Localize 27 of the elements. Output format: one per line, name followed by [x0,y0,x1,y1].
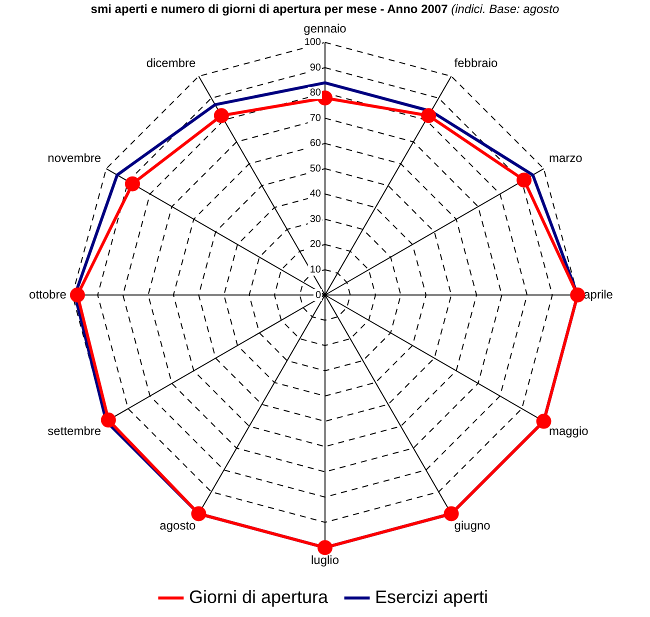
y-tick-label: 40 [310,188,322,200]
spoke-label: agosto [160,518,196,532]
y-tick-label: 60 [310,138,322,150]
spoke-label: ottobre [29,287,67,302]
chart-title: smi aperti e numero di giorni di apertura per mese - Anno 2007 [90,2,448,16]
y-tick-label: 90 [310,62,322,74]
spoke-label: novembre [48,150,102,165]
y-tick-label: 80 [310,88,322,99]
spoke-label: febbraio [454,56,498,70]
y-tick-label: 70 [310,112,322,124]
spoke-label: gennaio [304,22,347,36]
spoke-label: marzo [548,150,583,165]
y-tick-label: 30 [310,214,322,225]
spoke-label: giugno [454,518,491,532]
y-tick-label: 10 [310,264,322,276]
spoke-label: luglio [310,553,340,568]
y-tick-label: 100 [304,37,322,48]
spoke-label: aprile [584,287,614,302]
y-tick-label: 0 [315,290,322,301]
chart-subtitle: (indici. Base: agosto [451,2,560,16]
y-tick-label: 20 [310,239,322,250]
spoke-label: dicembre [146,56,196,70]
spoke-label: settembre [48,424,102,438]
legend-label: Giorni di apertura [188,586,330,607]
legend-label: Esercizi aperti [375,586,488,607]
y-tick-label: 50 [310,163,322,174]
spoke-label: maggio [548,424,589,438]
